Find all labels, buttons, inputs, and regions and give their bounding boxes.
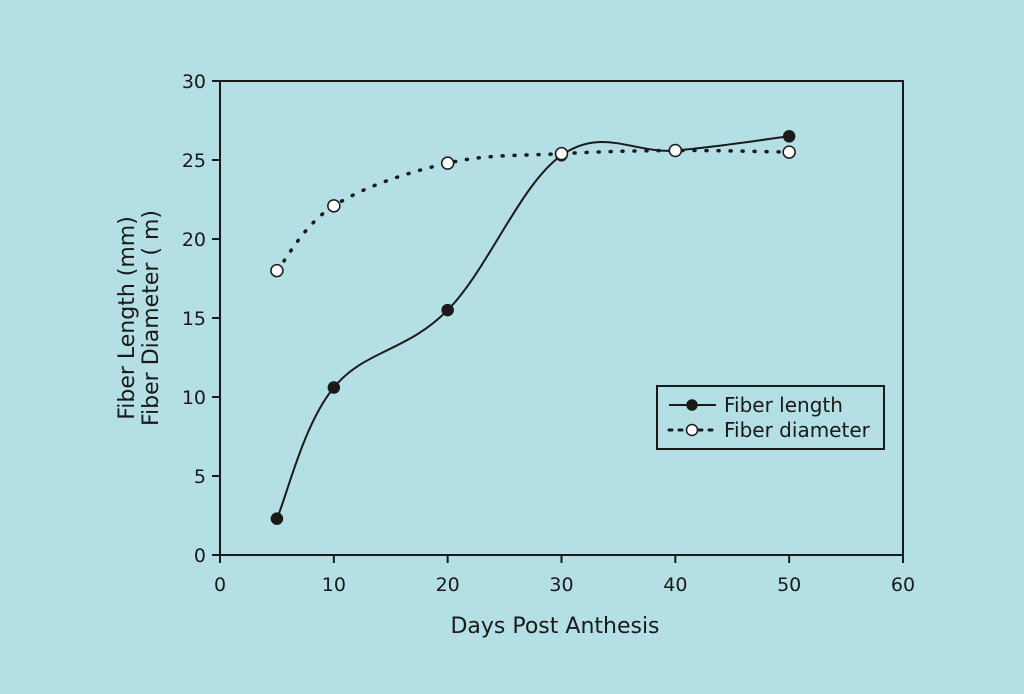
y-tick-label: 5 [194, 466, 206, 488]
x-tick-label: 50 [777, 574, 801, 596]
fiber-diameter-point [327, 199, 341, 213]
fiber-diameter-point [668, 143, 683, 158]
fiber-length-point [270, 512, 284, 525]
y-tick-label: 10 [182, 387, 206, 409]
fiber-length-point [327, 381, 341, 394]
y-axis-title-line2: Fiber Diameter ( m) [139, 210, 164, 426]
fiber-diameter-point [782, 145, 796, 159]
y-tick-label: 15 [182, 308, 206, 330]
y-tick-label: 30 [182, 71, 206, 93]
x-tick-label: 60 [891, 574, 915, 596]
fiber-length-point [782, 130, 796, 143]
fiber-diameter-line [275, 148, 791, 273]
x-axis-title: Days Post Anthesis [450, 614, 659, 639]
fiber-length-point [441, 303, 454, 317]
legend-label-fiber-diameter: Fiber diameter [724, 418, 871, 442]
fiber-diameter-point [554, 146, 569, 161]
y-tick-label: 20 [182, 229, 206, 251]
y-tick-label: 0 [194, 545, 206, 567]
legend-box [656, 385, 885, 450]
y-tick-label: 25 [182, 150, 206, 172]
legend: Fiber length Fiber diameter [656, 385, 885, 450]
legend-label-fiber-length: Fiber length [724, 393, 843, 417]
x-tick-label: 0 [214, 574, 226, 596]
x-tick-label: 30 [549, 574, 573, 596]
fiber-diameter-point [440, 156, 455, 170]
x-tick-label: 20 [436, 574, 460, 596]
legend-marker-fiber-length [686, 399, 698, 411]
legend-marker-fiber-diameter [685, 423, 699, 437]
x-tick-label: 40 [663, 574, 687, 596]
fiber-diameter-point [270, 263, 284, 278]
x-tick-label: 10 [322, 574, 346, 596]
y-axis-title-line1: Fiber Length (mm) [115, 216, 140, 420]
